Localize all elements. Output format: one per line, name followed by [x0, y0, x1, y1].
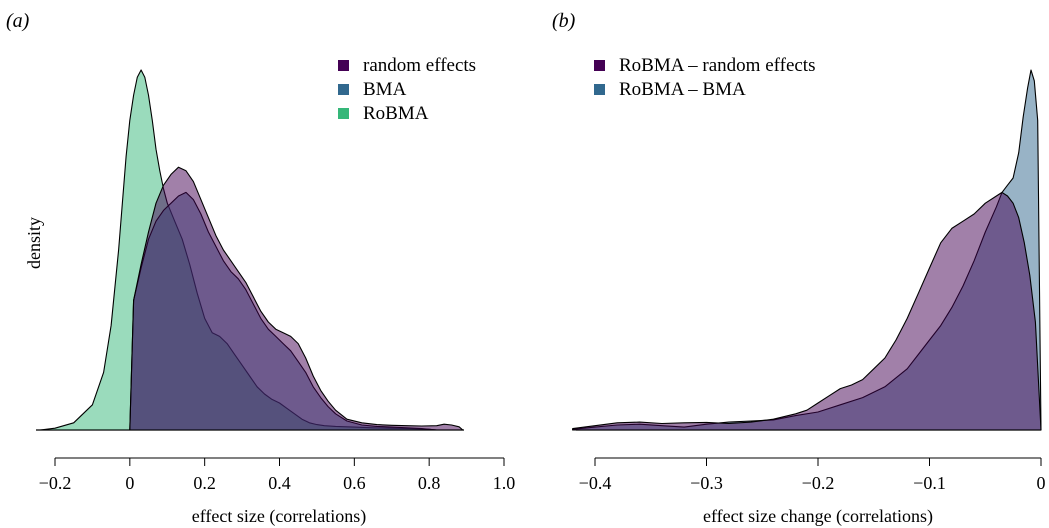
x-tick-label: 0.8: [418, 473, 441, 493]
legend-label-bma: BMA: [363, 79, 407, 100]
legend-swatch-random-effects: [338, 60, 349, 71]
panel-b-x-axis: −0.4 −0.3 −0.2 −0.1 0: [579, 457, 1046, 493]
panel-b-x-axis-title: effect size change (correlations): [703, 506, 933, 527]
y-axis-title: density: [24, 217, 44, 269]
panel-a-legend: random effects BMA RoBMA: [338, 55, 476, 124]
x-tick-label: −0.2: [39, 473, 72, 493]
x-tick-label: −0.1: [913, 473, 946, 493]
panel-a-x-axis-title: effect size (correlations): [192, 506, 367, 527]
panel-b: (b) −0.4 −0.3 −0.2 −0.1 0 effect size change…: [552, 10, 1046, 527]
legend-swatch-bma: [338, 84, 349, 95]
x-tick-label: 0.4: [268, 473, 291, 493]
legend-swatch-robma-random-effects: [594, 60, 605, 71]
density-area-robma-random-effects: [572, 191, 1042, 431]
legend-label-robma-random-effects: RoBMA – random effects: [619, 55, 816, 76]
density-area-random-effects: [129, 166, 464, 431]
x-tick-label: 0: [125, 473, 134, 493]
panel-a-x-axis: −0.2 0 0.2 0.4 0.6 0.8 1.0: [39, 457, 516, 493]
legend-label-robma: RoBMA: [363, 103, 429, 124]
legend-swatch-robma-bma: [594, 84, 605, 95]
x-tick-label: 0.2: [193, 473, 216, 493]
panel-b-legend: RoBMA – random effects RoBMA – BMA: [594, 55, 816, 100]
panel-a-plot-area: [36, 69, 464, 431]
x-tick-label: 0.6: [343, 473, 366, 493]
panel-b-tag: (b): [552, 10, 576, 32]
panel-b-plot-area: [572, 69, 1042, 431]
legend-label-robma-bma: RoBMA – BMA: [619, 79, 746, 100]
panel-a: (a) density −0.2 0 0.2 0.4 0.6 0.8 1.0 effect …: [6, 10, 515, 527]
x-tick-label: −0.4: [579, 473, 612, 493]
x-tick-label: −0.2: [802, 473, 835, 493]
x-tick-label: −0.3: [690, 473, 723, 493]
legend-label-random-effects: random effects: [363, 55, 476, 76]
x-tick-label: 1.0: [493, 473, 516, 493]
panel-a-tag: (a): [6, 10, 30, 32]
legend-swatch-robma: [338, 108, 349, 119]
x-tick-label: 0: [1037, 473, 1046, 493]
